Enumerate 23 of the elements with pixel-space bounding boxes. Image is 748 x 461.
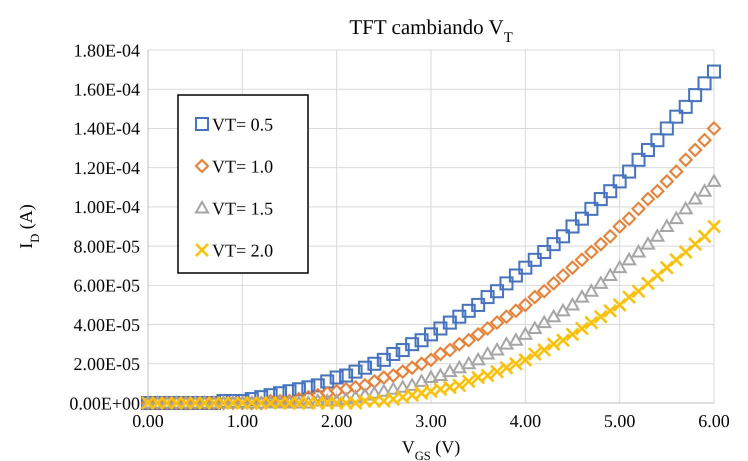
x-tick-label: 4.00 xyxy=(510,411,542,431)
x-tick-label: 6.00 xyxy=(698,411,730,431)
y-tick-label: 6.00E-05 xyxy=(74,276,140,296)
y-tick-label: 1.20E-04 xyxy=(74,158,140,178)
y-tick-label: 4.00E-05 xyxy=(74,314,140,335)
y-tick-label: 1.40E-04 xyxy=(74,118,140,139)
legend-label: VT= 1.5 xyxy=(212,198,274,218)
x-axis-title: V$_{GS}$ (V) xyxy=(402,437,460,461)
x-tick-label: 5.00 xyxy=(604,411,636,431)
legend-label: VT= 0.5 xyxy=(212,114,274,134)
y-tick-label: 8.00E-05 xyxy=(74,236,140,256)
legend-label: VT= 2.0 xyxy=(212,240,274,260)
x-tick-label: 0.00 xyxy=(132,411,164,431)
y-tick-label: 1.60E-04 xyxy=(74,80,140,100)
x-tick-label: 3.00 xyxy=(415,411,447,431)
x-tick-label: 2.00 xyxy=(320,411,352,431)
chart-title: TFT cambiando V$_{T}$ xyxy=(349,15,513,46)
y-tick-label: 1.80E-04 xyxy=(74,40,140,60)
y-tick-label: 2.00E-05 xyxy=(74,354,140,374)
legend-label: VT= 1.0 xyxy=(212,156,274,176)
y-tick-label: 0.00E+00 xyxy=(69,393,140,414)
y-tick-label: 1.00E-04 xyxy=(74,197,140,218)
x-tick-label: 1.00 xyxy=(226,411,258,431)
